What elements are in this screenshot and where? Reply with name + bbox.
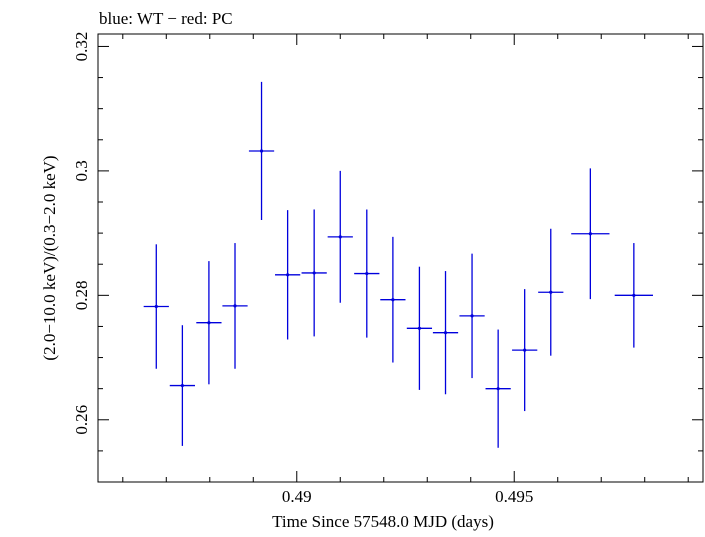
data-point <box>143 244 169 369</box>
data-point <box>248 81 275 221</box>
data-marker <box>523 348 527 352</box>
data-marker <box>443 331 448 335</box>
x-axis-label: Time Since 57548.0 MJD (days) <box>272 512 494 531</box>
data-marker <box>259 149 264 153</box>
y-tick-label: 0.3 <box>72 160 91 181</box>
data-point <box>380 236 406 363</box>
data-marker <box>365 271 369 276</box>
data-point <box>571 168 610 300</box>
data-marker <box>632 293 636 297</box>
data-marker <box>549 290 553 294</box>
data-point <box>538 228 564 356</box>
data-marker <box>417 326 422 330</box>
plot-frame <box>97 33 704 483</box>
data-point <box>512 289 538 412</box>
data-point <box>327 170 353 303</box>
data-point <box>354 209 380 338</box>
x-axis-ticks: 0.49 0.495 <box>122 34 689 506</box>
y-tick-label: 0.28 <box>72 280 91 310</box>
data-point <box>169 325 195 446</box>
data-points <box>143 81 653 448</box>
data-marker <box>180 383 184 388</box>
data-point <box>614 243 653 348</box>
chart-title: blue: WT − red: PC <box>99 9 233 28</box>
data-point <box>301 209 327 337</box>
data-marker <box>154 304 158 309</box>
data-point <box>275 210 301 340</box>
data-marker <box>312 271 316 275</box>
data-point <box>196 261 222 385</box>
y-tick-label: 0.26 <box>72 405 91 435</box>
y-axis-ticks: 0.26 0.28 0.3 0.32 <box>72 32 703 483</box>
data-marker <box>470 314 474 318</box>
data-point <box>459 253 485 379</box>
y-axis-label: (2.0−10.0 keV)/(0.3−2.0 keV) <box>40 155 59 360</box>
data-marker <box>338 235 342 239</box>
data-point <box>406 266 433 390</box>
y-tick-label: 0.32 <box>72 32 91 62</box>
data-point <box>432 271 459 395</box>
data-marker <box>391 298 395 302</box>
x-tick-label: 0.495 <box>495 487 533 506</box>
x-tick-label: 0.49 <box>282 487 312 506</box>
data-marker <box>588 232 592 236</box>
data-marker <box>233 304 237 308</box>
data-marker <box>286 273 290 277</box>
data-marker <box>207 321 211 325</box>
data-point <box>222 243 248 369</box>
data-point <box>485 329 511 448</box>
data-marker <box>496 387 500 391</box>
